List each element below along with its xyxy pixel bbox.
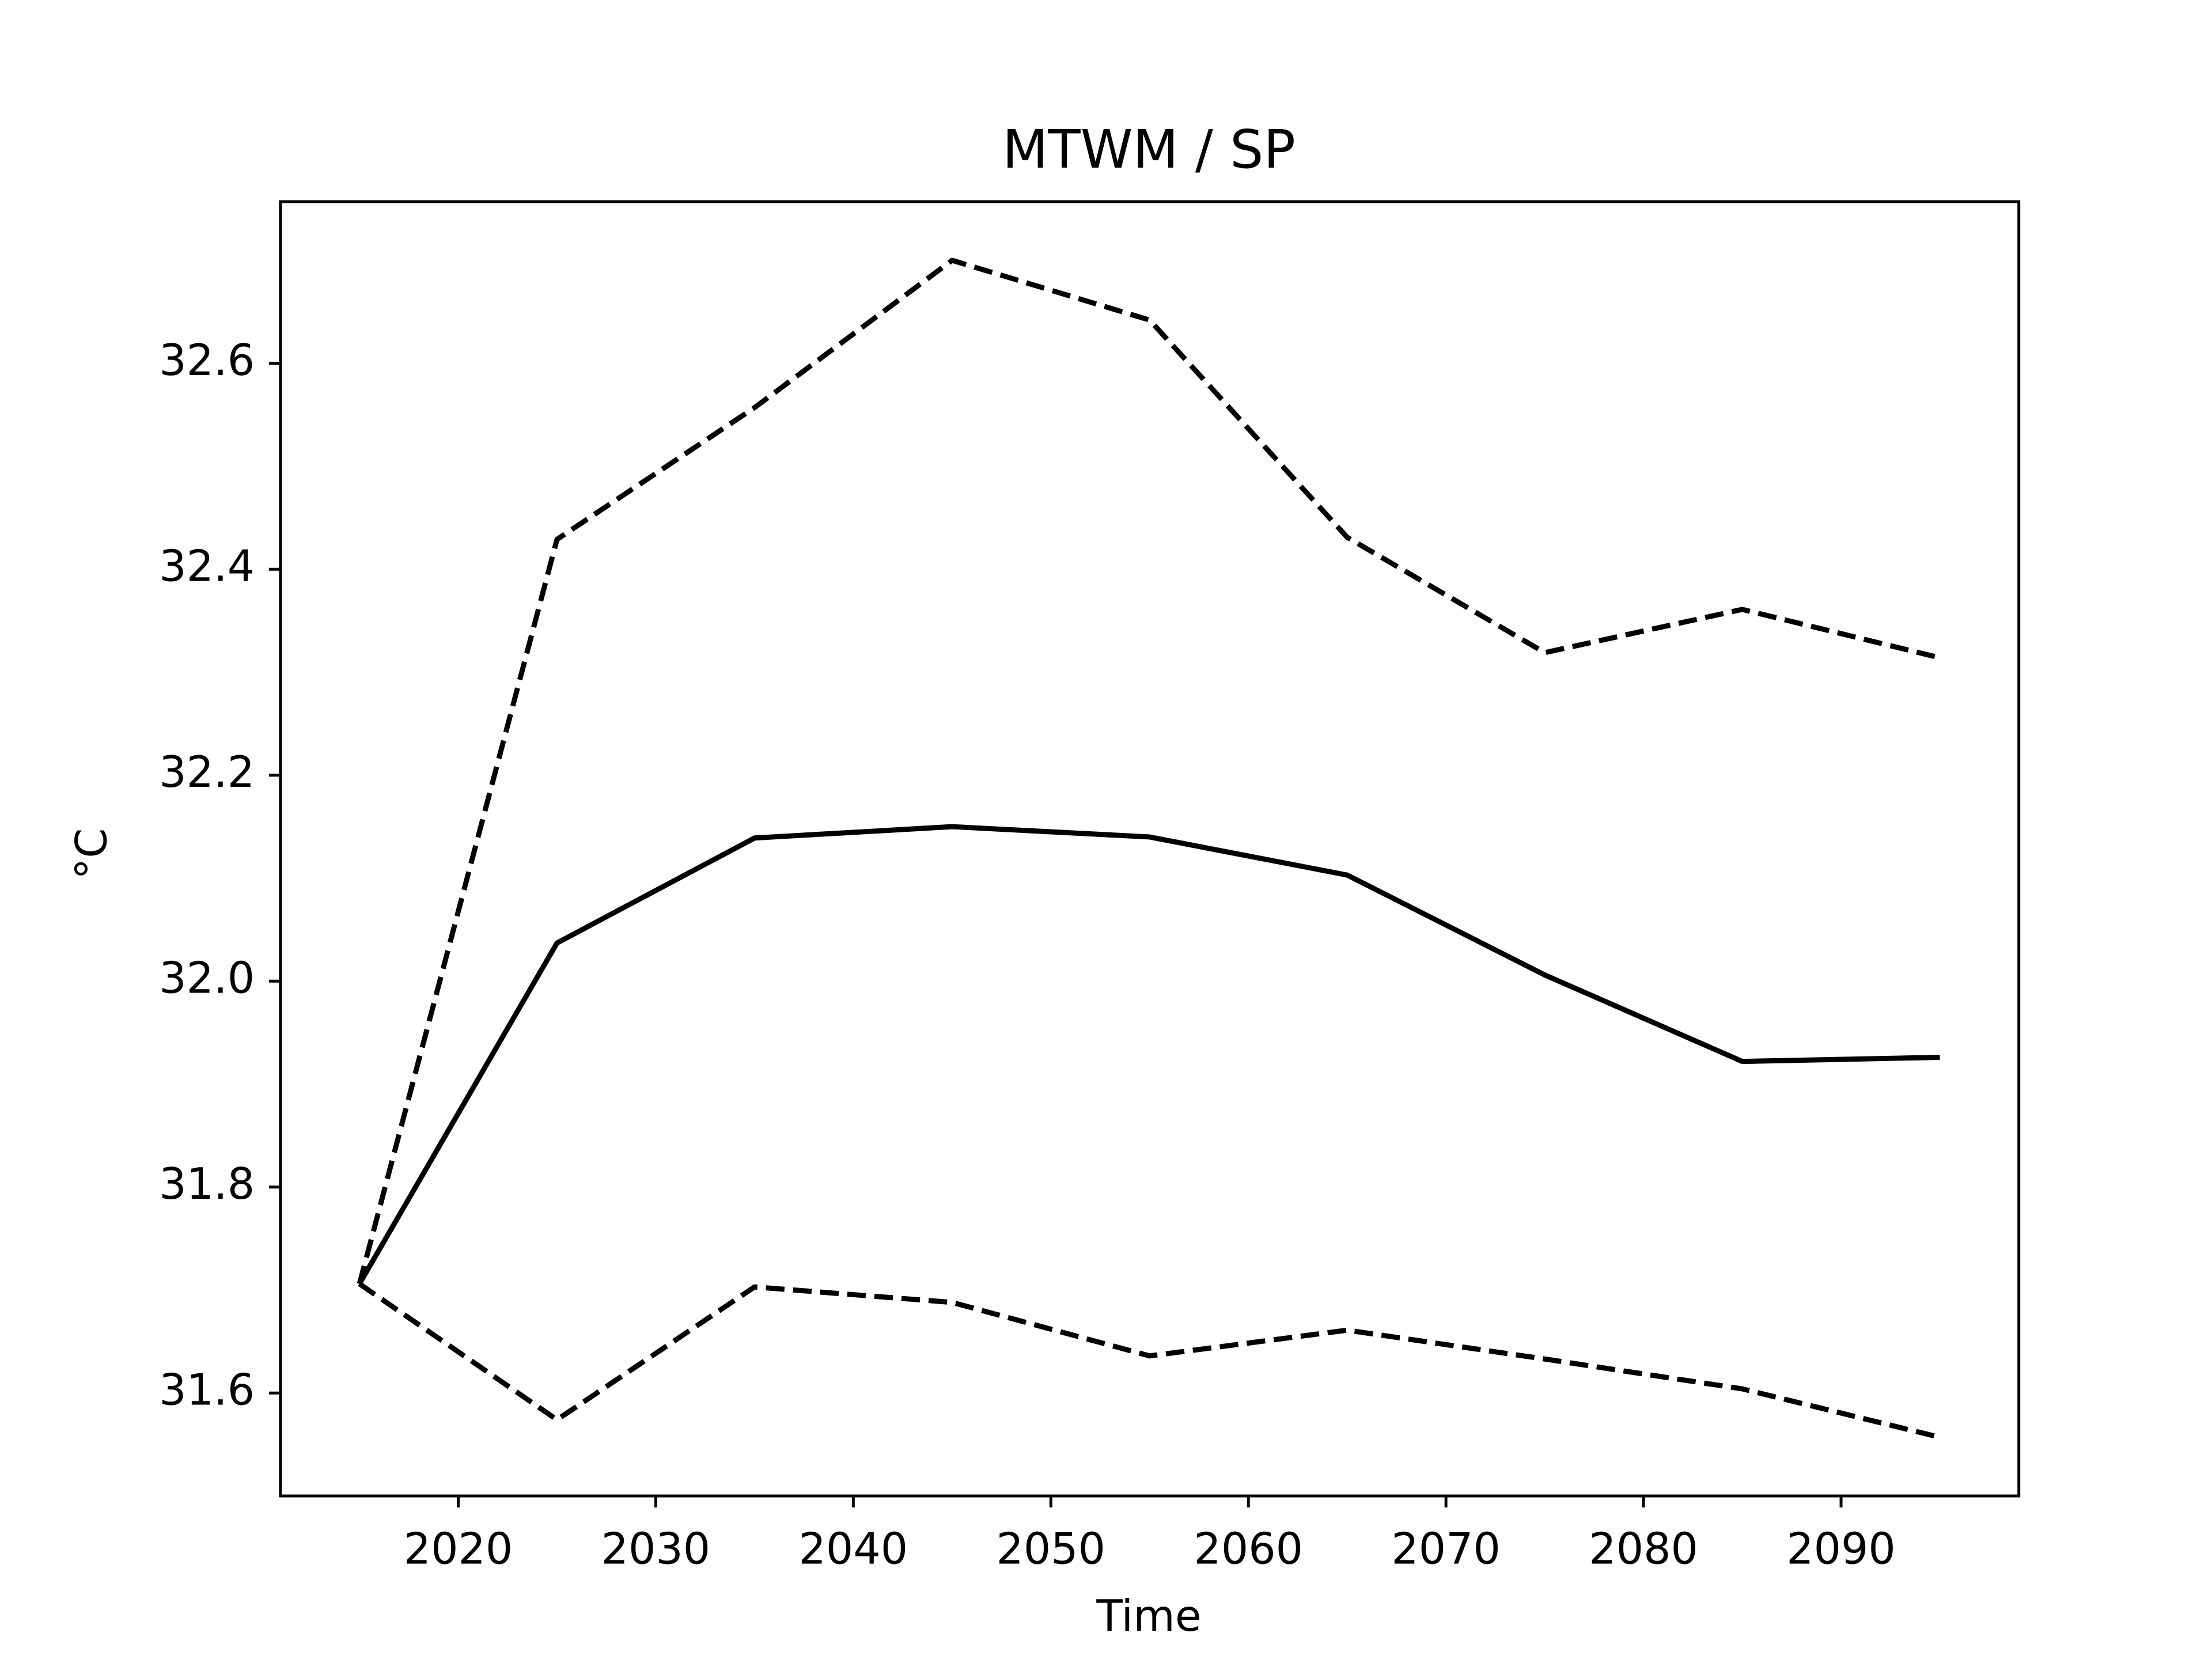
series-line <box>357 257 1941 1285</box>
y-tick-label: 32.4 <box>159 541 255 592</box>
y-tick-label: 32.2 <box>159 747 255 797</box>
y-tick-label: 31.6 <box>159 1365 255 1415</box>
x-axis-label: Time <box>1096 1591 1201 1641</box>
x-tick-label: 2070 <box>1391 1524 1501 1574</box>
x-tick-label: 2090 <box>1786 1524 1896 1574</box>
y-tick-label: 31.8 <box>159 1159 255 1209</box>
y-axis-label: °C <box>66 828 116 880</box>
x-tick-label: 2080 <box>1589 1524 1698 1574</box>
x-tick-label: 2030 <box>601 1524 711 1574</box>
y-tick-label: 32.0 <box>159 953 255 1003</box>
x-tick-label: 2060 <box>1194 1524 1303 1574</box>
plot-frame <box>279 200 2021 1498</box>
x-tick-label: 2020 <box>404 1524 513 1574</box>
y-tick-label: 32.6 <box>159 335 255 385</box>
series-line <box>358 1282 1941 1440</box>
chart-title: MTWM / SP <box>1002 119 1296 180</box>
x-tick-label: 2050 <box>996 1524 1105 1574</box>
series-line <box>357 824 1940 1285</box>
x-tick-label: 2040 <box>799 1524 908 1574</box>
